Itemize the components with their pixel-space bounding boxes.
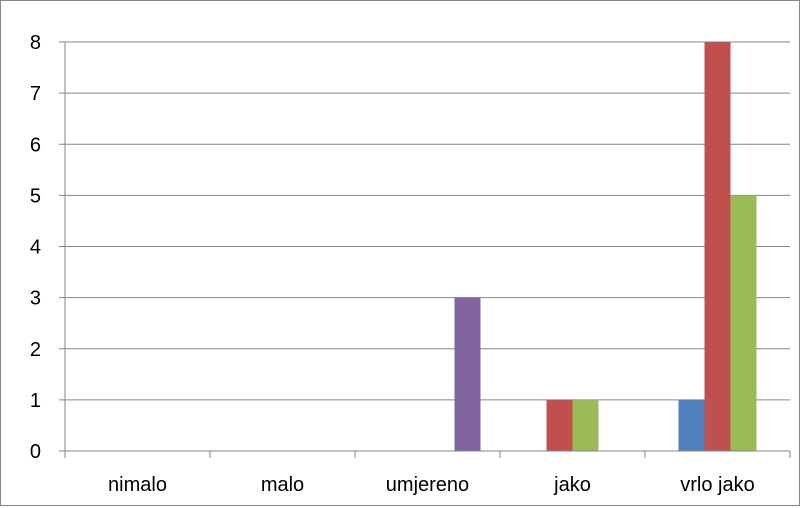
y-tick-label: 3 xyxy=(30,288,41,310)
x-tick-label: umjereno xyxy=(386,474,469,496)
bar xyxy=(730,195,757,451)
bar xyxy=(454,297,481,451)
y-tick-label: 4 xyxy=(30,237,41,259)
x-tick-label: vrlo jako xyxy=(680,474,754,496)
bar xyxy=(572,399,599,451)
y-tick-label: 5 xyxy=(30,185,41,207)
bar xyxy=(546,399,573,451)
y-tick-label: 0 xyxy=(30,441,41,463)
x-tick-label: malo xyxy=(261,474,304,496)
bar xyxy=(678,399,705,451)
bar xyxy=(704,42,731,451)
y-tick-label: 6 xyxy=(30,134,41,156)
y-tick-label: 1 xyxy=(30,390,41,412)
x-tick-label: nimalo xyxy=(108,474,167,496)
x-tick-label: jako xyxy=(553,474,591,496)
y-tick-label: 2 xyxy=(30,339,41,361)
y-tick-label: 7 xyxy=(30,83,41,105)
y-tick-label: 8 xyxy=(30,32,41,54)
